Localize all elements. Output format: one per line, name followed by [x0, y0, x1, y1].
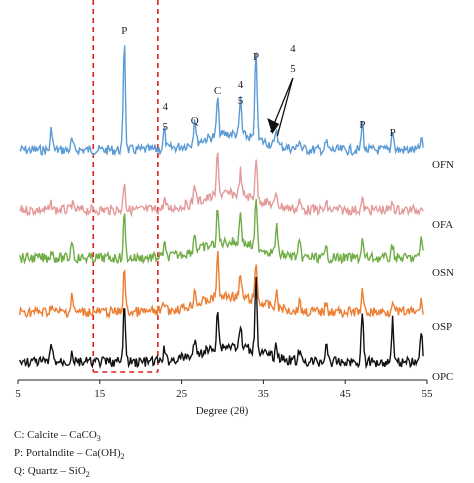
legend-item-text: C: Calcite – CaCO [14, 429, 97, 441]
series-ofa-line [19, 152, 424, 218]
arrow-group [267, 77, 294, 137]
arrow-line-2 [276, 77, 294, 137]
legend-item-subscript: 3 [96, 434, 101, 444]
series-label-ofa: OFA [432, 219, 453, 231]
annotation-4-23: 4 [162, 101, 168, 113]
annotation-p-34_1: P [253, 51, 259, 63]
series-group [18, 45, 424, 370]
x-tick-label-5: 5 [15, 388, 21, 400]
x-tick-label-55: 55 [422, 388, 434, 400]
legend-item: P: Portalndite – Ca(OH)2 [14, 446, 125, 464]
series-label-osn: OSN [432, 267, 454, 279]
annotation-c-29_4: C [214, 85, 221, 97]
x-axis: 5 15 25 35 45 55 [15, 379, 434, 400]
series-osp-line [18, 250, 424, 320]
series-label-osp: OSP [432, 321, 452, 333]
legend-item: Q: Quartz – SiO2 [14, 464, 125, 482]
legend-item: C: Calcite – CaCO3 [14, 428, 125, 446]
x-tick-label-35: 35 [258, 388, 270, 400]
legend: C: Calcite – CaCO3 P: Portalndite – Ca(OH… [14, 428, 125, 483]
series-ofn-line [19, 45, 424, 157]
annotation-5-23: 5 [162, 121, 168, 133]
arrow-head [267, 118, 280, 134]
x-axis-title: Degree (2θ) [196, 405, 249, 417]
annotation-5-38_6: 5 [290, 63, 296, 75]
legend-item-subscript: 2 [120, 452, 125, 462]
series-opc-line [18, 276, 424, 370]
series-osn-line [18, 198, 424, 265]
annotation-5-32_2: 5 [238, 95, 244, 107]
annotation-4-38_6: 4 [290, 43, 296, 55]
x-tick-label-15: 15 [94, 388, 106, 400]
annotation-4-32_2: 4 [238, 79, 244, 91]
annotation-p-18: P [121, 25, 127, 37]
annotation-p-47_1: P [359, 119, 365, 131]
x-tick-label-45: 45 [340, 388, 352, 400]
series-label-opc: OPC [432, 371, 453, 383]
peak-annotations: P 4 5 Q C 4 5 P 4 5 P P [121, 25, 395, 139]
annotation-q-26_6: Q [191, 115, 199, 127]
series-labels: OFN OFA OSN OSP OPC [432, 159, 454, 383]
legend-item-text: Q: Quartz – SiO [14, 465, 86, 478]
legend-item-text: P: Portalndite – Ca(OH) [14, 447, 121, 460]
annotation-p-50_8: P [390, 127, 396, 139]
series-label-ofn: OFN [432, 159, 454, 171]
x-tick-label-25: 25 [176, 388, 188, 400]
legend-item-subscript: 2 [85, 470, 90, 480]
